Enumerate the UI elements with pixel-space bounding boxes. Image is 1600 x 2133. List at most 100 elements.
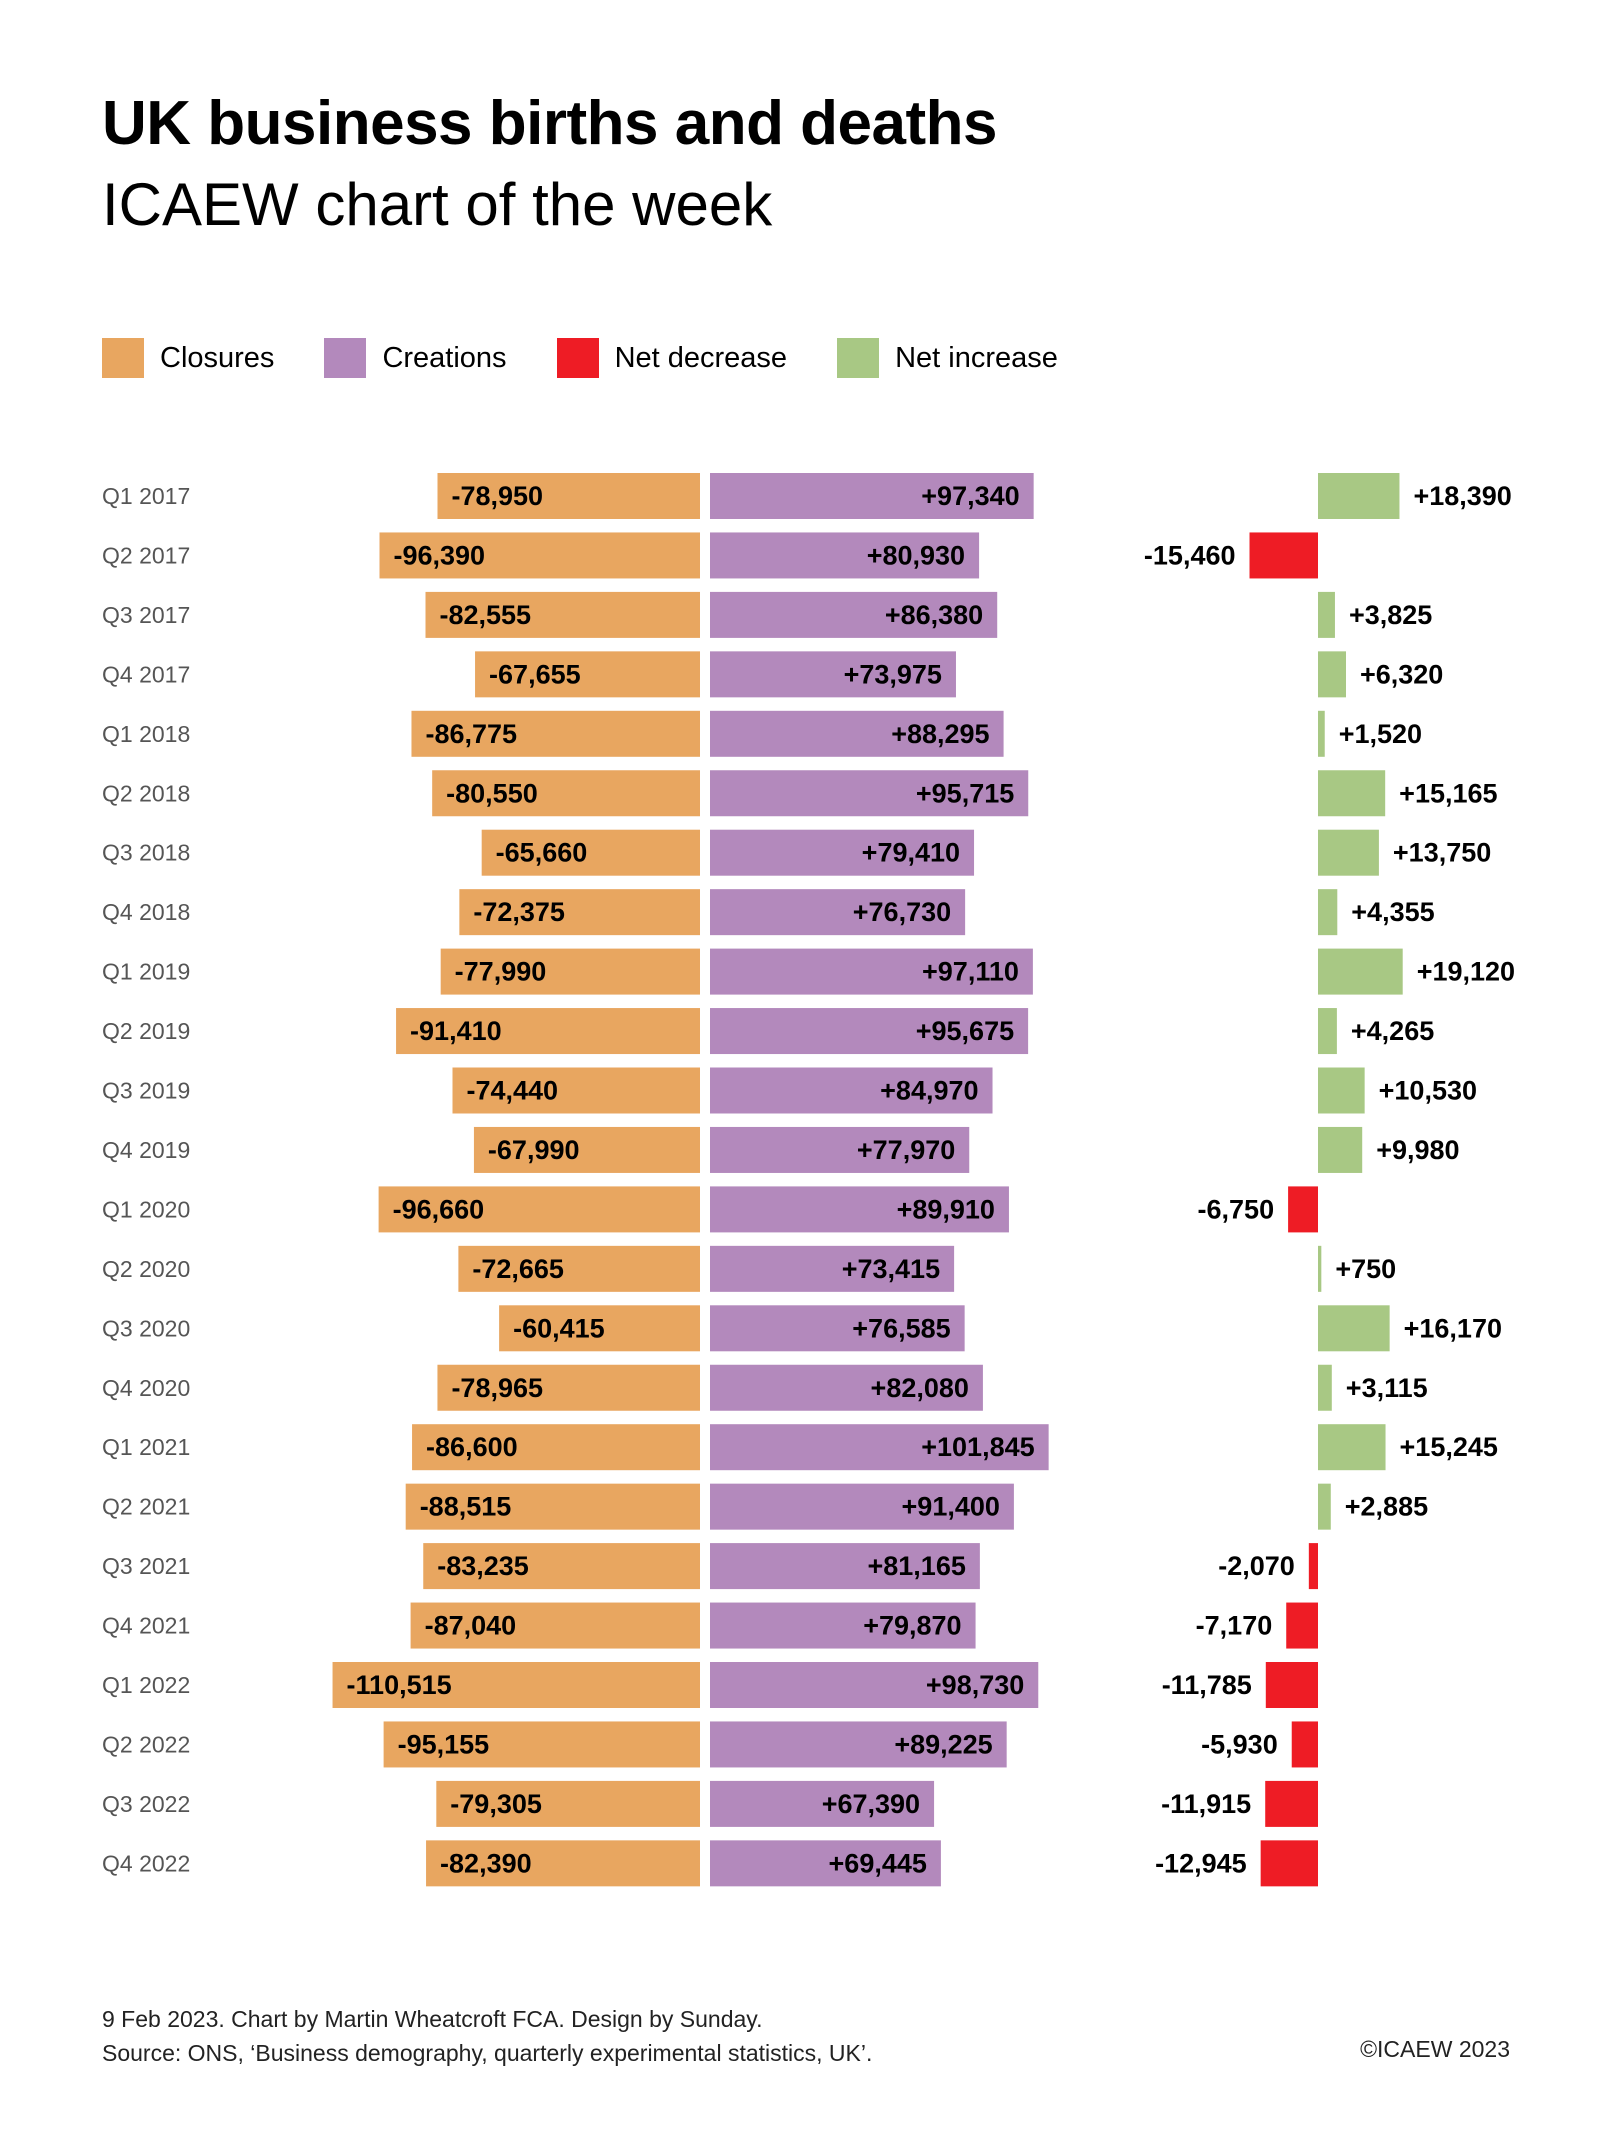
closures-bar xyxy=(332,1662,700,1708)
creations-bar xyxy=(710,1364,983,1411)
footer-line-2: Source: ONS, ‘Business demography, quart… xyxy=(102,2040,873,2066)
row-label: Q1 2021 xyxy=(102,1434,190,1460)
net-value-label: +750 xyxy=(1335,1254,1396,1284)
net-value-label: +19,120 xyxy=(1417,957,1515,987)
row-label: Q3 2021 xyxy=(102,1553,190,1579)
creations-bar xyxy=(710,948,1033,995)
creations-value-label: +76,730 xyxy=(853,897,951,927)
closures-bar xyxy=(458,1245,700,1292)
closures-value-label: -110,515 xyxy=(347,1670,452,1700)
row-label: Q3 2017 xyxy=(102,602,190,628)
row-label: Q2 2019 xyxy=(102,1018,190,1044)
legend-item-closures: Closures xyxy=(102,338,274,378)
creations-value-label: +95,675 xyxy=(916,1016,1014,1046)
net-value-label: +3,825 xyxy=(1349,600,1432,630)
closures-value-label: -65,660 xyxy=(496,838,588,868)
legend-label-net-increase: Net increase xyxy=(895,341,1058,374)
creations-bar xyxy=(710,1245,955,1292)
net-increase-bar xyxy=(1318,1245,1322,1292)
row-label: Q2 2020 xyxy=(102,1256,190,1282)
chart-title: UK business births and deaths xyxy=(102,89,998,158)
closures-bar xyxy=(412,1424,700,1471)
row-label: Q1 2018 xyxy=(102,721,190,747)
net-value-label: +1,520 xyxy=(1339,719,1422,749)
closures-value-label: -95,155 xyxy=(398,1729,490,1759)
net-value-label: -12,945 xyxy=(1155,1848,1247,1878)
net-value-label: +15,245 xyxy=(1400,1432,1498,1462)
closures-bar xyxy=(405,1483,700,1530)
net-value-label: +2,885 xyxy=(1345,1492,1428,1522)
net-increase-bar xyxy=(1318,1126,1363,1173)
closures-bar xyxy=(437,473,700,519)
creations-value-label: +84,970 xyxy=(880,1076,978,1106)
footer-copyright: ©ICAEW 2023 xyxy=(1360,2036,1510,2062)
creations-bar xyxy=(710,1305,965,1352)
creations-value-label: +81,165 xyxy=(868,1551,966,1581)
creations-bar xyxy=(710,710,1004,757)
net-increase-bar xyxy=(1318,1424,1386,1471)
net-value-label: -6,750 xyxy=(1198,1194,1275,1224)
row-label: Q4 2017 xyxy=(102,661,190,687)
creations-value-label: +88,295 xyxy=(891,719,989,749)
closures-bar xyxy=(437,1364,700,1411)
closures-value-label: -78,965 xyxy=(451,1373,543,1403)
row-label: Q1 2017 xyxy=(102,483,190,509)
closures-value-label: -80,550 xyxy=(446,778,538,808)
closures-value-label: -83,235 xyxy=(437,1551,529,1581)
closures-bar xyxy=(378,1186,700,1233)
chart-subtitle: ICAEW chart of the week xyxy=(102,171,773,238)
closures-bar xyxy=(410,1602,700,1649)
legend-label-net-decrease: Net decrease xyxy=(614,341,788,374)
closures-value-label: -96,660 xyxy=(393,1194,485,1224)
creations-bar xyxy=(710,1602,976,1649)
legend-item-net-increase: Net increase xyxy=(837,338,1058,378)
creations-bar xyxy=(710,1662,1039,1708)
closures-bar xyxy=(440,948,700,995)
closures-value-label: -82,390 xyxy=(440,1848,532,1878)
legend: Closures Creations Net decrease Net incr… xyxy=(102,338,1108,378)
net-value-label: +3,115 xyxy=(1346,1373,1428,1403)
closures-value-label: -67,655 xyxy=(489,659,581,689)
creations-value-label: +98,730 xyxy=(926,1670,1024,1700)
creations-value-label: +76,585 xyxy=(852,1313,950,1343)
creations-bar xyxy=(710,1424,1049,1471)
creations-bar xyxy=(710,473,1034,519)
creations-bar xyxy=(710,1483,1014,1530)
closures-value-label: -77,990 xyxy=(455,957,547,987)
creations-bar xyxy=(710,651,956,698)
net-decrease-bar xyxy=(1265,1662,1318,1708)
legend-swatch-creations xyxy=(324,338,367,378)
closures-bar xyxy=(426,1840,700,1887)
closures-bar xyxy=(411,710,700,757)
closures-bar xyxy=(459,889,700,936)
net-value-label: +13,750 xyxy=(1393,838,1491,868)
closures-value-label: -86,600 xyxy=(426,1432,518,1462)
net-value-label: +18,390 xyxy=(1413,481,1511,511)
creations-value-label: +86,380 xyxy=(885,600,983,630)
creations-bar xyxy=(710,1186,1009,1233)
creations-bar xyxy=(710,770,1029,817)
net-value-label: -5,930 xyxy=(1201,1729,1278,1759)
legend-item-creations: Creations xyxy=(324,338,507,378)
creations-value-label: +79,410 xyxy=(862,838,960,868)
footer-credits: 9 Feb 2023. Chart by Martin Wheatcroft F… xyxy=(102,2002,872,2070)
net-value-label: +6,320 xyxy=(1360,659,1443,689)
row-label: Q3 2018 xyxy=(102,840,190,866)
net-value-label: +10,530 xyxy=(1379,1076,1477,1106)
row-label: Q4 2022 xyxy=(102,1850,190,1876)
net-decrease-bar xyxy=(1265,1780,1318,1827)
net-increase-bar xyxy=(1318,710,1325,757)
creations-value-label: +77,970 xyxy=(857,1135,955,1165)
row-label: Q2 2018 xyxy=(102,780,190,806)
closures-bar xyxy=(425,591,700,638)
row-label: Q4 2019 xyxy=(102,1137,190,1163)
creations-value-label: +97,340 xyxy=(921,481,1019,511)
net-increase-bar xyxy=(1318,770,1386,817)
closures-value-label: -87,040 xyxy=(425,1611,517,1641)
row-label: Q1 2020 xyxy=(102,1196,190,1222)
legend-label-creations: Creations xyxy=(382,341,507,374)
row-label: Q2 2017 xyxy=(102,542,190,568)
closures-value-label: -78,950 xyxy=(451,481,543,511)
creations-value-label: +89,910 xyxy=(897,1194,995,1224)
